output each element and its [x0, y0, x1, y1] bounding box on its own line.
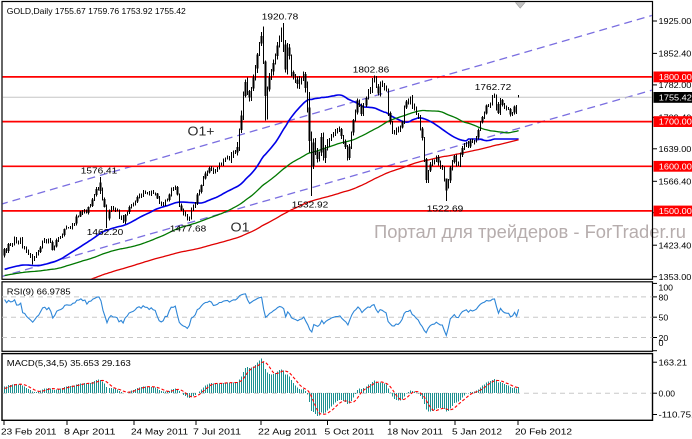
svg-text:GOLD,Daily 1755.67 1759.76 17: GOLD,Daily 1755.67 1759.76 1753.92 1755.… [7, 7, 186, 16]
svg-text:O1: O1 [231, 221, 250, 235]
svg-text:1920.78: 1920.78 [262, 12, 299, 21]
svg-text:1462.20: 1462.20 [87, 228, 124, 237]
svg-text:1802.86: 1802.86 [353, 65, 390, 74]
svg-text:1500.00: 1500.00 [659, 207, 692, 216]
svg-text:8 Apr 2011: 8 Apr 2011 [64, 428, 116, 437]
svg-text:0.00: 0.00 [659, 389, 676, 398]
svg-text:O1+: O1+ [188, 125, 215, 139]
svg-text:18 Nov 2011: 18 Nov 2011 [387, 428, 444, 437]
svg-text:7 Jul 2011: 7 Jul 2011 [193, 428, 242, 437]
svg-text:20: 20 [659, 334, 669, 343]
svg-text:1576.41: 1576.41 [81, 166, 118, 175]
svg-text:1800.00: 1800.00 [659, 73, 692, 82]
svg-text:80: 80 [659, 293, 669, 302]
svg-text:1423.40: 1423.40 [659, 241, 692, 250]
svg-text:23 Feb 2011: 23 Feb 2011 [1, 428, 57, 437]
svg-text:22 Aug 2011: 22 Aug 2011 [258, 428, 318, 437]
svg-text:100: 100 [659, 283, 674, 292]
svg-text:Портал для трейдеров - ForTrad: Портал для трейдеров - ForTrader.ru [374, 221, 686, 242]
svg-text:1852.40: 1852.40 [659, 50, 692, 59]
svg-text:0: 0 [659, 339, 664, 348]
svg-text:1925.00: 1925.00 [659, 17, 692, 26]
svg-text:20 Feb 2012: 20 Feb 2012 [515, 428, 573, 437]
svg-text:1755.42: 1755.42 [659, 93, 692, 102]
svg-text:1762.72: 1762.72 [475, 83, 512, 92]
svg-text:1532.92: 1532.92 [292, 200, 329, 209]
svg-text:50: 50 [659, 314, 669, 323]
svg-text:1782.00: 1782.00 [659, 81, 692, 90]
svg-text:1522.69: 1522.69 [427, 204, 464, 213]
svg-text:1353.00: 1353.00 [659, 273, 692, 282]
svg-text:RSI(9) 66.9785: RSI(9) 66.9785 [7, 288, 71, 297]
svg-text:1639.00: 1639.00 [659, 145, 692, 154]
svg-text:24 May 2011: 24 May 2011 [131, 428, 189, 437]
svg-text:1566.40: 1566.40 [659, 177, 692, 186]
svg-text:1600.00: 1600.00 [659, 162, 692, 171]
svg-text:5 Jan 2012: 5 Jan 2012 [452, 428, 503, 437]
svg-text:1477.68: 1477.68 [170, 224, 207, 233]
svg-text:163.21: 163.21 [659, 358, 688, 367]
svg-text:-110.751: -110.751 [659, 411, 692, 420]
svg-text:1700.00: 1700.00 [659, 118, 692, 127]
svg-text:MACD(5,34,5) 35.653 29.163: MACD(5,34,5) 35.653 29.163 [7, 359, 132, 368]
svg-text:5 Oct 2011: 5 Oct 2011 [325, 428, 376, 437]
